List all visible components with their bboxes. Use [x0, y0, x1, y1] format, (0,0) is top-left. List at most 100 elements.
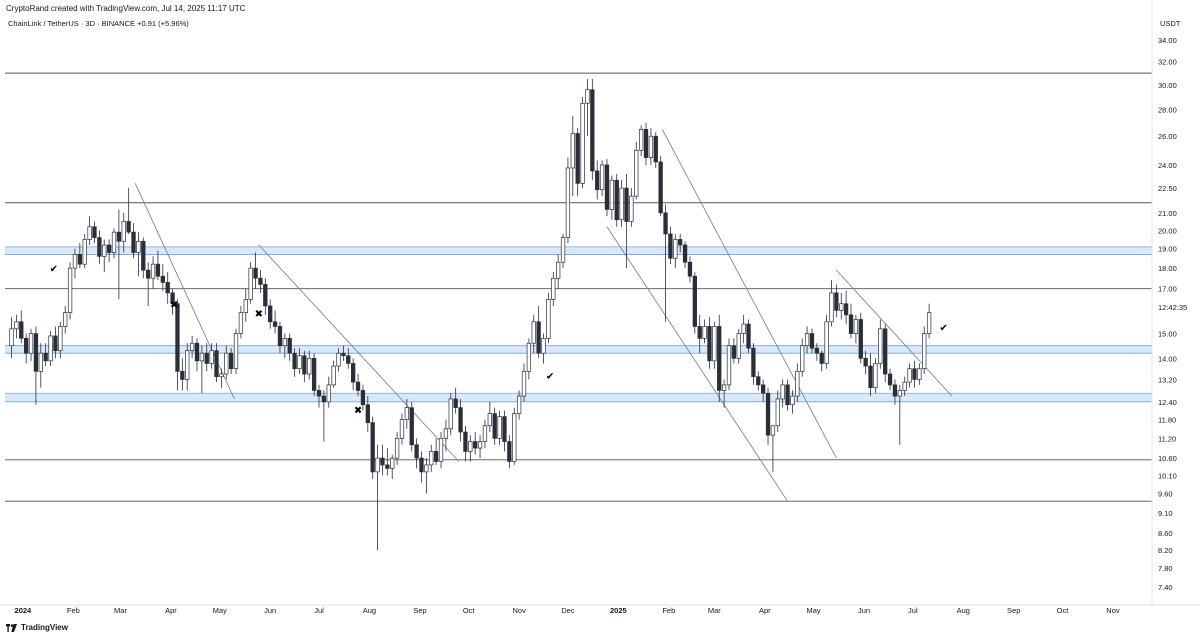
candle-body: [809, 333, 815, 349]
y-tick-label: 7.40: [1158, 583, 1173, 592]
candle-body: [565, 167, 571, 238]
candle-body: [424, 464, 429, 473]
candle-up: [248, 262, 253, 304]
candle-body: [624, 187, 629, 222]
candle-body: [150, 263, 156, 279]
candle-down: [590, 78, 595, 181]
candle-body: [702, 326, 707, 339]
price-change: +0.91 (+5.96%): [137, 19, 189, 28]
candle-up: [521, 363, 527, 402]
candle-body: [560, 237, 566, 263]
candle-body: [429, 451, 434, 466]
candle-body: [712, 326, 717, 362]
candle-down: [492, 407, 497, 445]
candle-up: [726, 338, 732, 391]
candle-body: [331, 365, 336, 386]
y-tick-label: 24.00: [1158, 161, 1177, 170]
candle-body: [614, 179, 619, 221]
candle-up: [429, 444, 434, 472]
candle-body: [502, 416, 507, 442]
candle-body: [28, 333, 34, 354]
candle-body: [277, 326, 283, 347]
candle-down: [141, 237, 146, 279]
candle-down: [24, 333, 29, 364]
candle-down: [414, 438, 419, 469]
candle-down: [97, 230, 102, 265]
y-tick-label: 17.00: [1158, 285, 1177, 294]
candle-body: [360, 390, 366, 406]
candle-up: [233, 328, 239, 375]
candle-body: [585, 89, 590, 104]
candle-body: [926, 312, 932, 334]
y-tick-label: 28.00: [1158, 106, 1177, 115]
candle-body: [77, 254, 82, 265]
candle-up: [829, 280, 834, 327]
candle-body: [497, 416, 502, 439]
candle-body: [619, 187, 624, 221]
candle-body: [233, 333, 239, 370]
candle-body: [775, 398, 780, 427]
candle-body: [487, 413, 492, 427]
x-tick-label: Sep: [413, 606, 426, 615]
candle-body: [526, 342, 532, 372]
candle-up: [638, 125, 644, 157]
candle-down: [756, 371, 761, 391]
candle-up: [570, 116, 575, 197]
candle-body: [438, 437, 444, 462]
x-tick-label: Oct: [1057, 606, 1070, 615]
candle-down: [258, 270, 263, 293]
candle-body: [399, 419, 405, 439]
y-tick-label: 34.00: [1158, 36, 1177, 45]
candle-body: [380, 457, 385, 466]
candle-body: [556, 261, 561, 279]
candle-down: [409, 401, 414, 452]
candle-down: [131, 223, 136, 259]
candle-up: [67, 262, 73, 320]
candle-up: [853, 314, 859, 344]
candle-body: [897, 390, 902, 397]
x-tick-label: Dec: [561, 606, 575, 615]
candle-body: [141, 240, 146, 271]
trendline: [606, 226, 788, 502]
candle-up: [199, 345, 205, 394]
y-tick-label: 8.20: [1158, 546, 1173, 555]
candle-body: [819, 352, 824, 364]
candle-down: [360, 384, 366, 411]
candle-body: [346, 355, 351, 364]
trendline: [661, 129, 837, 459]
x-tick-label: Sep: [1007, 606, 1020, 615]
candle-down: [419, 451, 424, 483]
candle-up: [477, 435, 483, 459]
candle-body: [33, 333, 39, 372]
candle-down: [658, 156, 663, 217]
candle-body: [336, 352, 341, 367]
candle-body: [385, 464, 390, 469]
candle-body: [707, 326, 712, 362]
candle-body: [253, 267, 258, 279]
candle-up: [839, 292, 844, 320]
candle-up: [800, 338, 805, 377]
candle-down: [292, 348, 297, 377]
candle-down: [848, 303, 854, 339]
candle-body: [209, 350, 214, 364]
candle-up: [82, 233, 87, 269]
candle-body: [902, 381, 907, 391]
candle-body: [912, 368, 917, 380]
candle-body: [590, 89, 595, 172]
candle-body: [9, 328, 14, 347]
candle-body: [194, 342, 200, 362]
candle-down: [146, 262, 151, 306]
symbol-name: ChainLink / TetherUS · 3D · BINANCE: [8, 19, 135, 28]
candle-down: [731, 338, 737, 364]
candle-up: [648, 128, 654, 165]
candle-body: [355, 381, 361, 391]
candle-up: [72, 248, 78, 279]
candle-body: [629, 195, 634, 222]
candle-down: [843, 290, 849, 325]
candle-up: [336, 348, 341, 372]
candle-down: [668, 226, 673, 265]
candle-up: [531, 314, 536, 354]
candle-up: [512, 407, 517, 465]
candle-up: [897, 384, 902, 445]
